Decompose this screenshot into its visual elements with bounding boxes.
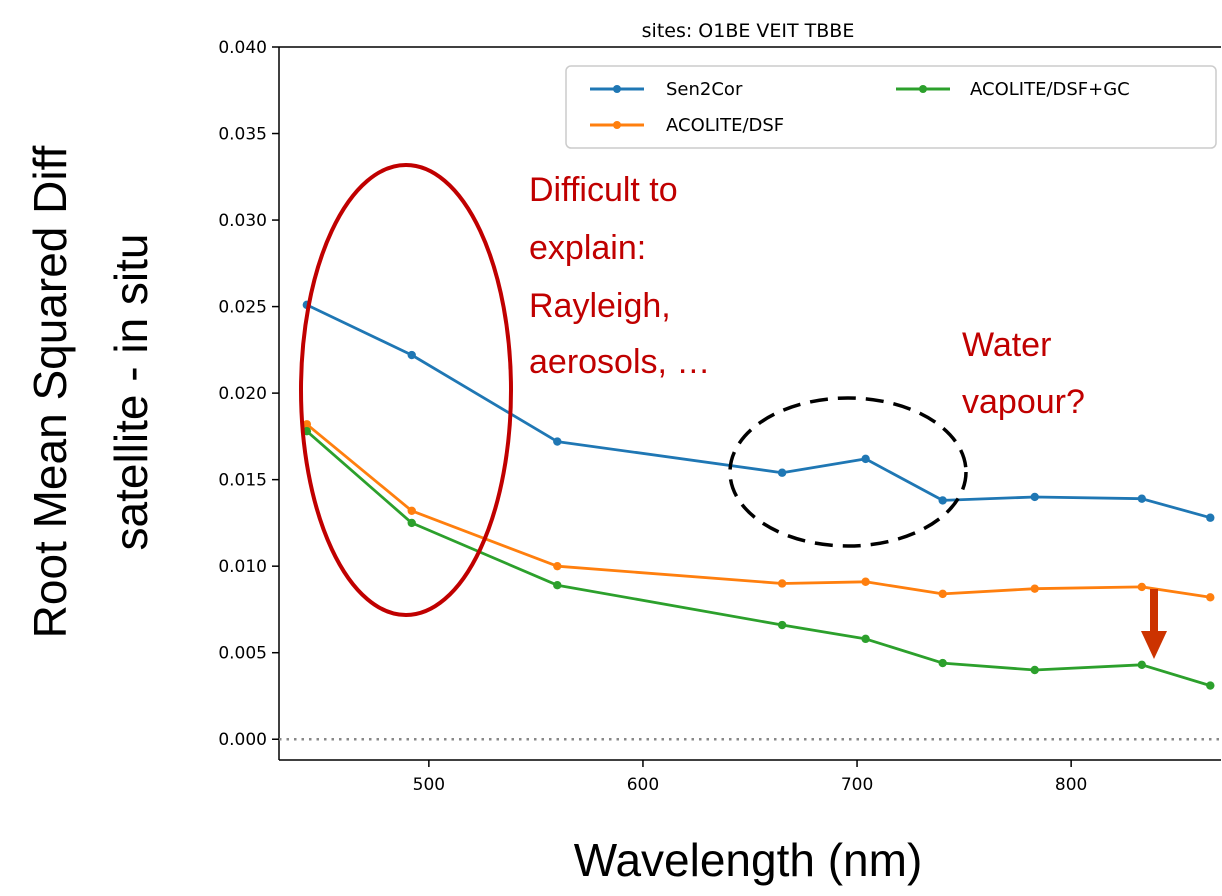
data-point-acolite-dsf-gc xyxy=(1206,681,1215,690)
black-dashed-ellipse-annotation xyxy=(728,396,968,548)
y-tick-label: 0.010 xyxy=(218,557,267,577)
legend-label-acolite-dsf-gc: ACOLITE/DSF+GC xyxy=(970,79,1130,100)
data-point-sen2cor xyxy=(861,454,870,464)
red-ellipse-annotation xyxy=(299,163,513,617)
data-point-acolite-dsf xyxy=(302,420,312,429)
y-tick-label: 0.000 xyxy=(218,730,267,750)
legend-marker-acolite-dsf xyxy=(613,121,621,129)
y-axis-label-line-2: satellite - in situ xyxy=(105,233,157,550)
annotation-difficult-line-1: Difficult to xyxy=(529,171,678,209)
legend-box xyxy=(565,65,1217,149)
data-point-acolite-dsf-gc xyxy=(407,518,416,528)
data-point-acolite-dsf xyxy=(777,579,787,588)
legend-marker-sen2cor xyxy=(613,85,621,93)
y-axis-ticks: 0.000 0.005 0.010 0.015 0.020 0.025 0.030 0.035… xyxy=(218,38,279,750)
legend-entry-acolite-dsf: ACOLITE/DSF xyxy=(590,115,784,136)
data-point-acolite-dsf-gc xyxy=(777,620,787,630)
annotation-water-line-2: vapour? xyxy=(962,383,1085,421)
data-point-acolite-dsf-gc xyxy=(938,658,947,668)
data-point-acolite-dsf xyxy=(861,577,870,586)
series-line-acolite-dsf xyxy=(305,423,1211,599)
y-tick-label: 0.025 xyxy=(218,298,267,318)
data-point-acolite-dsf xyxy=(553,561,562,571)
y-tick-label: 0.040 xyxy=(218,38,267,58)
data-point-sen2cor xyxy=(777,468,787,477)
annotation-difficult-line-3: Rayleigh, xyxy=(529,287,671,325)
legend: Sen2Cor ACOLITE/DSF ACOLITE/DSF+GC xyxy=(565,65,1217,149)
down-arrow-annotation xyxy=(1141,589,1167,659)
legend-label-sen2cor: Sen2Cor xyxy=(666,79,743,100)
data-point-sen2cor xyxy=(553,437,562,446)
x-tick-label: 700 xyxy=(841,775,873,795)
legend-entry-acolite-dsf-gc: ACOLITE/DSF+GC xyxy=(896,79,1130,100)
annotation-water-line-1: Water xyxy=(962,326,1051,364)
data-point-acolite-dsf xyxy=(1137,582,1146,592)
x-tick-label: 800 xyxy=(1055,775,1087,795)
y-axis-label-line-1: Root Mean Squared Diff xyxy=(24,145,76,638)
x-axis-ticks: 500 600 700 800 xyxy=(413,760,1087,795)
data-point-acolite-dsf xyxy=(1206,593,1215,602)
data-point-acolite-dsf xyxy=(407,506,416,515)
x-tick-label: 600 xyxy=(627,775,659,795)
data-point-sen2cor xyxy=(407,350,416,360)
annotation-difficult-line-2: explain: xyxy=(529,229,646,267)
y-tick-label: 0.035 xyxy=(218,125,267,145)
annotation-difficult-line-4: aerosols, … xyxy=(529,343,710,381)
legend-marker-acolite-dsf-gc xyxy=(919,85,927,93)
annotations: Difficult to explain: Rayleigh, aerosols… xyxy=(299,163,1167,659)
data-point-acolite-dsf-gc xyxy=(1030,665,1039,675)
data-point-sen2cor xyxy=(1030,492,1039,502)
y-tick-label: 0.020 xyxy=(218,384,267,404)
data-point-sen2cor xyxy=(1137,494,1146,503)
data-point-sen2cor xyxy=(938,496,947,505)
y-tick-label: 0.005 xyxy=(218,644,267,664)
data-point-acolite-dsf-gc xyxy=(1137,660,1146,670)
legend-entry-sen2cor: Sen2Cor xyxy=(590,79,743,100)
y-tick-label: 0.015 xyxy=(218,471,267,491)
plot-frame xyxy=(278,46,1221,761)
data-point-acolite-dsf-gc xyxy=(861,634,870,644)
data-point-acolite-dsf xyxy=(938,589,947,599)
legend-label-acolite-dsf: ACOLITE/DSF xyxy=(666,115,784,136)
series-group xyxy=(302,300,1215,690)
x-tick-label: 500 xyxy=(413,775,445,795)
chart-title: sites: O1BE VEIT TBBE xyxy=(642,20,855,42)
data-point-acolite-dsf xyxy=(1030,584,1039,593)
y-tick-label: 0.030 xyxy=(218,211,267,231)
x-axis-label: Wavelength (nm) xyxy=(574,834,923,886)
data-point-sen2cor xyxy=(1206,513,1215,522)
data-point-acolite-dsf-gc xyxy=(553,581,562,590)
